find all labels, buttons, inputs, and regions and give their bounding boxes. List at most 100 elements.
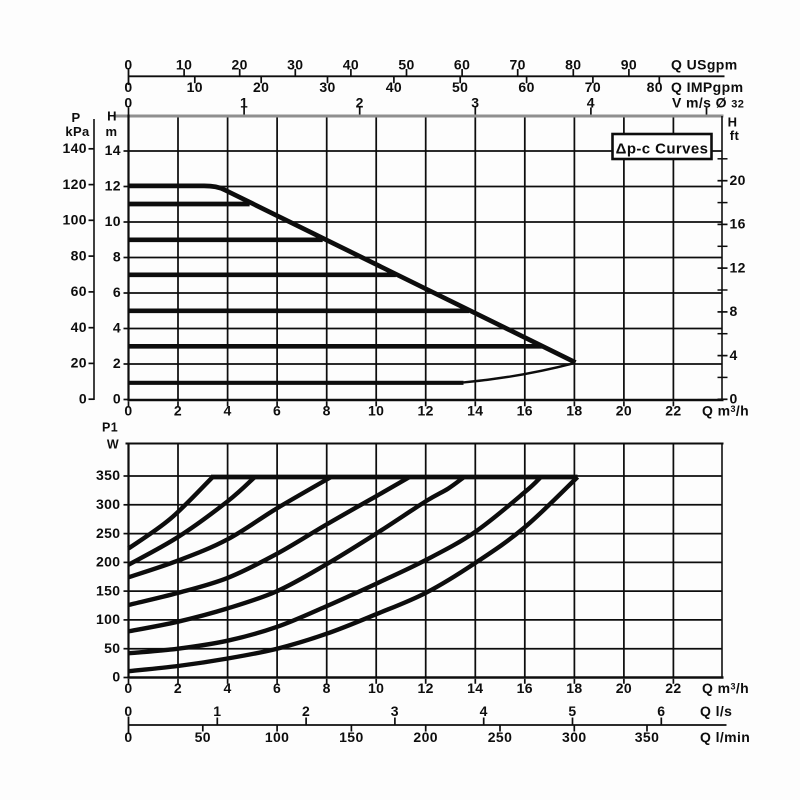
svg-text:140: 140 bbox=[62, 140, 87, 156]
svg-text:1: 1 bbox=[213, 703, 221, 719]
svg-text:4: 4 bbox=[730, 347, 738, 363]
svg-text:Q l/min: Q l/min bbox=[700, 729, 750, 745]
svg-text:0: 0 bbox=[124, 95, 132, 111]
svg-text:20: 20 bbox=[253, 79, 269, 95]
svg-text:2: 2 bbox=[174, 403, 182, 419]
svg-text:40: 40 bbox=[71, 319, 87, 335]
svg-text:70: 70 bbox=[585, 79, 601, 95]
svg-text:10: 10 bbox=[176, 57, 192, 73]
svg-text:200: 200 bbox=[96, 554, 121, 570]
svg-text:10: 10 bbox=[368, 680, 384, 696]
svg-text:4: 4 bbox=[113, 320, 121, 336]
svg-text:20: 20 bbox=[232, 57, 248, 73]
svg-text:Δp-c Curves: Δp-c Curves bbox=[616, 140, 709, 157]
svg-text:40: 40 bbox=[386, 79, 402, 95]
svg-text:30: 30 bbox=[319, 79, 335, 95]
svg-text:22: 22 bbox=[665, 680, 681, 696]
svg-text:300: 300 bbox=[96, 496, 121, 512]
svg-text:0: 0 bbox=[124, 403, 132, 419]
svg-text:10: 10 bbox=[187, 79, 203, 95]
svg-text:0: 0 bbox=[79, 390, 87, 406]
svg-text:60: 60 bbox=[71, 283, 87, 299]
svg-text:6: 6 bbox=[273, 403, 281, 419]
svg-text:250: 250 bbox=[488, 729, 513, 745]
svg-text:6: 6 bbox=[273, 680, 281, 696]
svg-text:P: P bbox=[71, 110, 80, 125]
svg-text:14: 14 bbox=[105, 142, 121, 158]
svg-text:kPa: kPa bbox=[65, 124, 90, 139]
svg-text:100: 100 bbox=[265, 729, 290, 745]
svg-text:Q USgpm: Q USgpm bbox=[671, 57, 738, 73]
svg-text:60: 60 bbox=[518, 79, 534, 95]
svg-text:H: H bbox=[107, 109, 117, 124]
svg-text:100: 100 bbox=[96, 611, 121, 627]
svg-text:8: 8 bbox=[113, 249, 121, 265]
svg-text:12: 12 bbox=[105, 178, 121, 194]
svg-text:50: 50 bbox=[398, 57, 414, 73]
svg-text:50: 50 bbox=[452, 79, 468, 95]
svg-text:Q IMPgpm: Q IMPgpm bbox=[671, 79, 743, 95]
svg-text:12: 12 bbox=[418, 403, 434, 419]
svg-text:0: 0 bbox=[124, 729, 132, 745]
svg-text:350: 350 bbox=[96, 467, 121, 483]
svg-text:300: 300 bbox=[562, 729, 587, 745]
svg-text:14: 14 bbox=[467, 680, 483, 696]
svg-text:8: 8 bbox=[323, 403, 331, 419]
svg-text:0: 0 bbox=[113, 391, 121, 407]
svg-text:0: 0 bbox=[730, 391, 738, 407]
svg-text:70: 70 bbox=[510, 57, 526, 73]
svg-text:H: H bbox=[728, 115, 738, 130]
svg-text:50: 50 bbox=[195, 729, 211, 745]
svg-text:150: 150 bbox=[339, 729, 364, 745]
svg-text:12: 12 bbox=[418, 680, 434, 696]
svg-text:90: 90 bbox=[621, 57, 637, 73]
svg-text:50: 50 bbox=[104, 640, 120, 656]
svg-text:60: 60 bbox=[454, 57, 470, 73]
svg-text:30: 30 bbox=[287, 57, 303, 73]
svg-text:16: 16 bbox=[517, 680, 533, 696]
svg-text:V m/s Ø 32: V m/s Ø 32 bbox=[672, 95, 744, 111]
svg-text:ft: ft bbox=[730, 128, 740, 143]
svg-text:2: 2 bbox=[174, 680, 182, 696]
svg-text:0: 0 bbox=[112, 669, 120, 685]
svg-text:Q m3/h: Q m3/h bbox=[702, 403, 749, 419]
svg-text:14: 14 bbox=[467, 403, 483, 419]
svg-text:12: 12 bbox=[730, 259, 746, 275]
svg-text:20: 20 bbox=[616, 403, 632, 419]
svg-text:2: 2 bbox=[356, 95, 364, 111]
svg-text:80: 80 bbox=[565, 57, 581, 73]
svg-text:18: 18 bbox=[566, 680, 582, 696]
svg-text:0: 0 bbox=[124, 57, 132, 73]
svg-text:2: 2 bbox=[113, 355, 121, 371]
svg-text:3: 3 bbox=[471, 95, 479, 111]
svg-text:16: 16 bbox=[730, 216, 746, 232]
svg-text:0: 0 bbox=[124, 703, 132, 719]
svg-text:Q l/s: Q l/s bbox=[700, 703, 732, 719]
svg-text:4: 4 bbox=[224, 403, 232, 419]
svg-text:0: 0 bbox=[124, 79, 132, 95]
svg-text:5: 5 bbox=[568, 703, 576, 719]
svg-text:200: 200 bbox=[413, 729, 438, 745]
svg-text:22: 22 bbox=[665, 403, 681, 419]
svg-text:18: 18 bbox=[566, 403, 582, 419]
svg-text:2: 2 bbox=[302, 703, 310, 719]
svg-text:150: 150 bbox=[96, 582, 121, 598]
svg-text:250: 250 bbox=[96, 525, 121, 541]
svg-text:P1: P1 bbox=[102, 421, 118, 435]
svg-text:80: 80 bbox=[647, 79, 663, 95]
svg-text:20: 20 bbox=[616, 680, 632, 696]
svg-text:20: 20 bbox=[730, 172, 746, 188]
svg-text:8: 8 bbox=[323, 680, 331, 696]
svg-text:10: 10 bbox=[105, 213, 121, 229]
svg-text:6: 6 bbox=[657, 703, 665, 719]
svg-text:4: 4 bbox=[480, 703, 488, 719]
svg-text:80: 80 bbox=[71, 247, 87, 263]
svg-text:W: W bbox=[107, 438, 119, 452]
svg-text:8: 8 bbox=[730, 303, 738, 319]
svg-text:6: 6 bbox=[113, 284, 121, 300]
svg-text:4: 4 bbox=[224, 680, 232, 696]
svg-text:100: 100 bbox=[62, 212, 87, 228]
svg-text:4: 4 bbox=[587, 95, 595, 111]
svg-text:120: 120 bbox=[62, 176, 87, 192]
svg-text:20: 20 bbox=[71, 355, 87, 371]
